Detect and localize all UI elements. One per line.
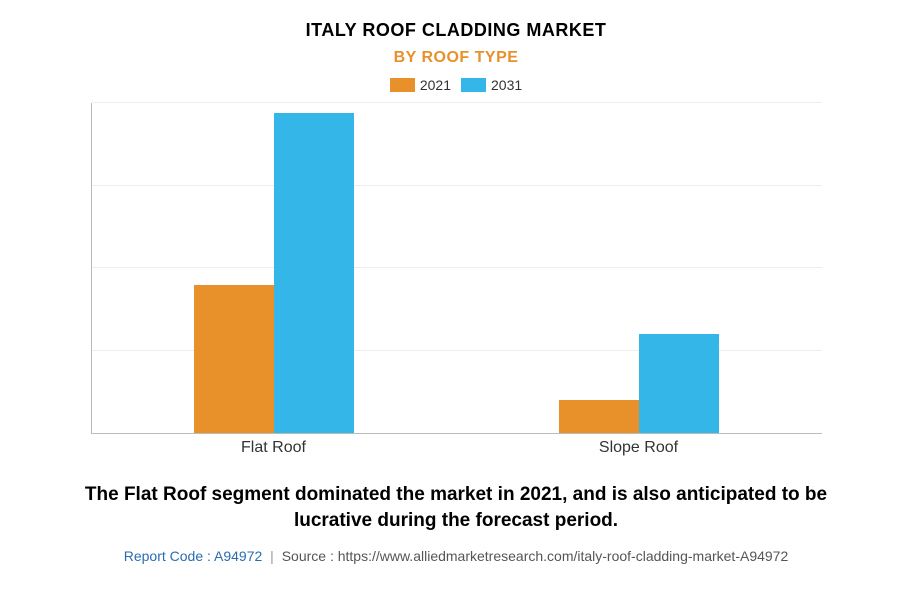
bar-2031-flat-roof [274, 113, 354, 433]
bar-group [457, 103, 822, 433]
chart-subtitle: BY ROOF TYPE [40, 49, 872, 67]
x-label-slope-roof: Slope Roof [456, 439, 821, 457]
legend-item-2031: 2031 [461, 77, 522, 93]
legend-swatch-2021 [390, 78, 415, 92]
legend-label-2021: 2021 [420, 77, 451, 93]
x-axis-labels: Flat Roof Slope Roof [91, 439, 821, 457]
legend-label-2031: 2031 [491, 77, 522, 93]
bar-2031-slope-roof [639, 334, 719, 433]
chart-title: ITALY ROOF CLADDING MARKET [40, 20, 872, 41]
legend-item-2021: 2021 [390, 77, 451, 93]
bar-2021-slope-roof [559, 400, 639, 433]
chart-plot-area [91, 103, 822, 434]
legend: 2021 2031 [40, 77, 872, 93]
footer-separator: | [270, 548, 274, 564]
footer: Report Code : A94972 | Source : https://… [40, 548, 872, 564]
chart-caption: The Flat Roof segment dominated the mark… [40, 482, 872, 533]
bar-2021-flat-roof [194, 285, 274, 434]
legend-swatch-2031 [461, 78, 486, 92]
report-code: Report Code : A94972 [124, 548, 263, 564]
source-text: Source : https://www.alliedmarketresearc… [282, 548, 789, 564]
x-label-flat-roof: Flat Roof [91, 439, 456, 457]
bar-group [92, 103, 457, 433]
